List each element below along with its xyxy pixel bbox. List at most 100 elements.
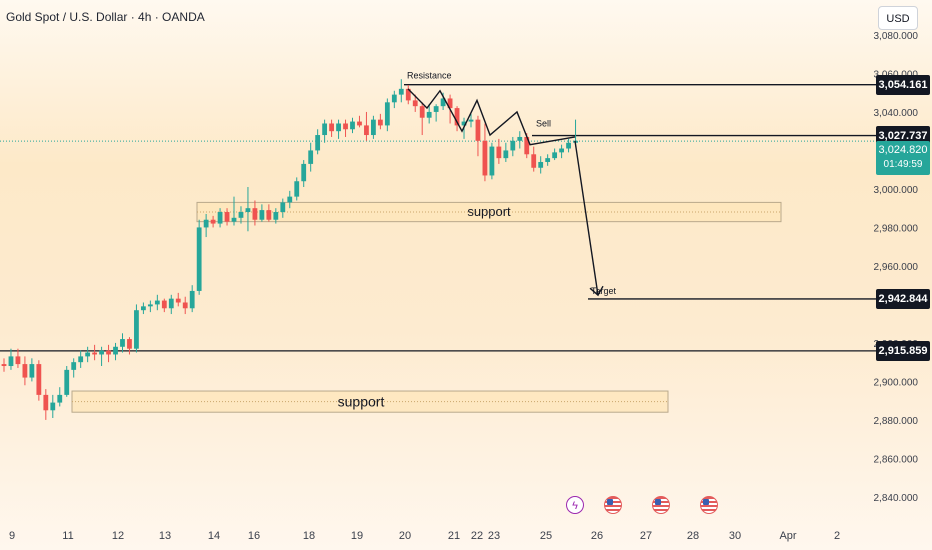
- time-axis-label: 27: [640, 530, 652, 542]
- candle-body: [538, 161, 544, 168]
- candle-body: [412, 100, 418, 107]
- candle-body: [210, 219, 216, 224]
- candle-body: [405, 88, 411, 101]
- candle-body: [127, 339, 132, 349]
- candle-body: [343, 123, 348, 130]
- candle-body: [329, 123, 334, 132]
- target-annotation: Target: [591, 286, 617, 296]
- candle-body: [134, 310, 139, 349]
- candle-body: [36, 364, 42, 395]
- candle-body: [8, 356, 14, 367]
- price-axis-tick: 3,040.000: [874, 108, 919, 119]
- time-axis-label: 14: [208, 530, 220, 542]
- candle-body: [217, 212, 223, 224]
- time-axis-label: 9: [9, 530, 15, 542]
- time-axis-label: 16: [248, 530, 260, 542]
- candle-body: [559, 148, 564, 153]
- candle-body: [552, 152, 558, 159]
- candle-body: [531, 154, 537, 168]
- candle-body: [15, 356, 21, 365]
- support-price-label: 2,915.859: [876, 340, 930, 361]
- us-flag-icon[interactable]: [652, 496, 670, 514]
- projection-arrow-head: [589, 285, 604, 297]
- candle-body: [377, 119, 383, 126]
- price-axis-tick: 2,900.000: [874, 377, 919, 388]
- time-axis-label: 22: [471, 530, 483, 542]
- price-axis-tick: 3,000.000: [874, 185, 919, 196]
- candle-body: [266, 210, 272, 220]
- time-axis-label: 30: [729, 530, 741, 542]
- candle-body: [426, 111, 432, 118]
- candle-body: [161, 300, 167, 309]
- candle-body: [99, 350, 104, 355]
- price-axis-tick: 3,080.000: [874, 31, 919, 42]
- candle-body: [461, 121, 467, 126]
- candle-body: [120, 339, 125, 347]
- candle-body: [85, 352, 91, 357]
- currency-selector-button[interactable]: USD: [878, 6, 918, 30]
- candle-body: [175, 298, 181, 303]
- candle-body: [189, 290, 195, 309]
- candle-body: [419, 106, 425, 118]
- lightning-icon[interactable]: ϟ: [566, 496, 584, 514]
- candle-body: [517, 136, 523, 141]
- us-flag-icon[interactable]: [700, 496, 718, 514]
- time-axis-label: 21: [448, 530, 460, 542]
- head-shoulders-pattern-line: [407, 88, 576, 146]
- sell-price-label: 3,027.737: [876, 125, 930, 146]
- candle-body: [43, 394, 49, 411]
- candle-body: [224, 212, 230, 222]
- time-axis-label: 25: [540, 530, 552, 542]
- current-price-value: 3,024.820: [878, 144, 928, 156]
- time-axis-label: 28: [687, 530, 699, 542]
- candle-body: [50, 402, 56, 411]
- price-axis-tick: 2,880.000: [874, 416, 919, 427]
- candle-body: [308, 150, 314, 164]
- candle-body: [29, 364, 35, 378]
- candle-body: [433, 106, 439, 112]
- candle-body: [398, 88, 404, 95]
- time-axis-label: 20: [399, 530, 411, 542]
- time-axis-label: 2: [834, 530, 840, 542]
- candle-body: [440, 98, 446, 107]
- candle-body: [336, 123, 341, 132]
- time-axis-label: 18: [303, 530, 315, 542]
- candle-body: [259, 210, 265, 220]
- candle-body: [168, 298, 174, 309]
- price-axis-tick: 2,960.000: [874, 262, 919, 273]
- projection-arrow-line: [574, 140, 599, 296]
- candle-body: [350, 121, 355, 130]
- time-axis-label: 12: [112, 530, 124, 542]
- candle-body: [231, 217, 237, 222]
- candle-body: [371, 119, 376, 136]
- candle-body: [280, 202, 286, 213]
- us-flag-icon[interactable]: [604, 496, 622, 514]
- candle-body: [71, 362, 77, 370]
- candle-body: [489, 146, 495, 176]
- symbol-title[interactable]: Gold Spot / U.S. Dollar · 4h · OANDA: [6, 10, 205, 24]
- current-price-label: 3,024.820 01:49:59: [876, 141, 930, 175]
- candle-body: [566, 142, 571, 149]
- time-axis-label: 11: [62, 530, 73, 542]
- candle-body: [454, 108, 460, 126]
- candle-body: [113, 346, 118, 355]
- candle-body: [245, 208, 251, 213]
- candle-body: [510, 140, 516, 151]
- candle-body: [301, 163, 307, 182]
- candle-body: [252, 208, 258, 220]
- candle-body: [147, 304, 153, 307]
- candle-body: [545, 158, 551, 162]
- bar-countdown-timer: 01:49:59: [883, 159, 923, 170]
- candle-body: [357, 121, 362, 126]
- candle-body: [273, 212, 279, 220]
- candle-body: [238, 212, 244, 218]
- candle-body: [482, 140, 488, 176]
- resistance-annotation: Resistance: [407, 71, 452, 81]
- candle-body: [92, 352, 98, 355]
- candle-body: [384, 102, 390, 126]
- candle-body: [496, 146, 502, 159]
- candle-body: [287, 196, 293, 203]
- candle-body: [315, 135, 321, 151]
